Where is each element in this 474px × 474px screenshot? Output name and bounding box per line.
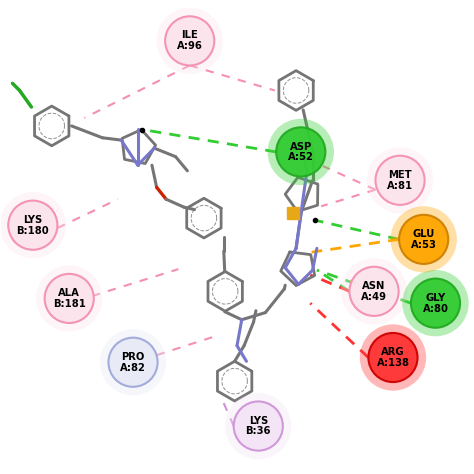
Circle shape: [368, 333, 418, 382]
Circle shape: [411, 279, 460, 328]
Circle shape: [391, 206, 457, 273]
Text: ILE
A:96: ILE A:96: [177, 30, 203, 51]
Circle shape: [165, 16, 214, 65]
Circle shape: [234, 401, 283, 451]
Circle shape: [45, 274, 94, 323]
Text: PRO
A:82: PRO A:82: [120, 352, 146, 373]
Text: LYS
B:180: LYS B:180: [17, 215, 49, 236]
Circle shape: [8, 201, 57, 250]
Text: ASP
A:52: ASP A:52: [288, 142, 314, 162]
Circle shape: [341, 258, 407, 325]
Text: GLY
A:80: GLY A:80: [422, 293, 448, 314]
Text: LYS
B:36: LYS B:36: [246, 416, 271, 437]
Circle shape: [360, 324, 426, 391]
Circle shape: [156, 8, 223, 74]
Circle shape: [36, 265, 102, 332]
Circle shape: [225, 393, 292, 459]
Text: MET
A:81: MET A:81: [387, 170, 413, 191]
Text: ARG
A:138: ARG A:138: [376, 347, 410, 368]
Circle shape: [268, 119, 334, 185]
Text: ALA
B:181: ALA B:181: [53, 288, 86, 309]
Circle shape: [100, 329, 166, 395]
Circle shape: [276, 128, 325, 176]
Circle shape: [109, 337, 157, 387]
Circle shape: [349, 267, 399, 316]
Circle shape: [399, 215, 448, 264]
Circle shape: [0, 192, 66, 258]
Circle shape: [367, 147, 433, 213]
Text: ASN
A:49: ASN A:49: [361, 281, 387, 302]
Text: GLU
A:53: GLU A:53: [411, 229, 437, 250]
Circle shape: [402, 270, 469, 337]
Circle shape: [375, 156, 425, 205]
